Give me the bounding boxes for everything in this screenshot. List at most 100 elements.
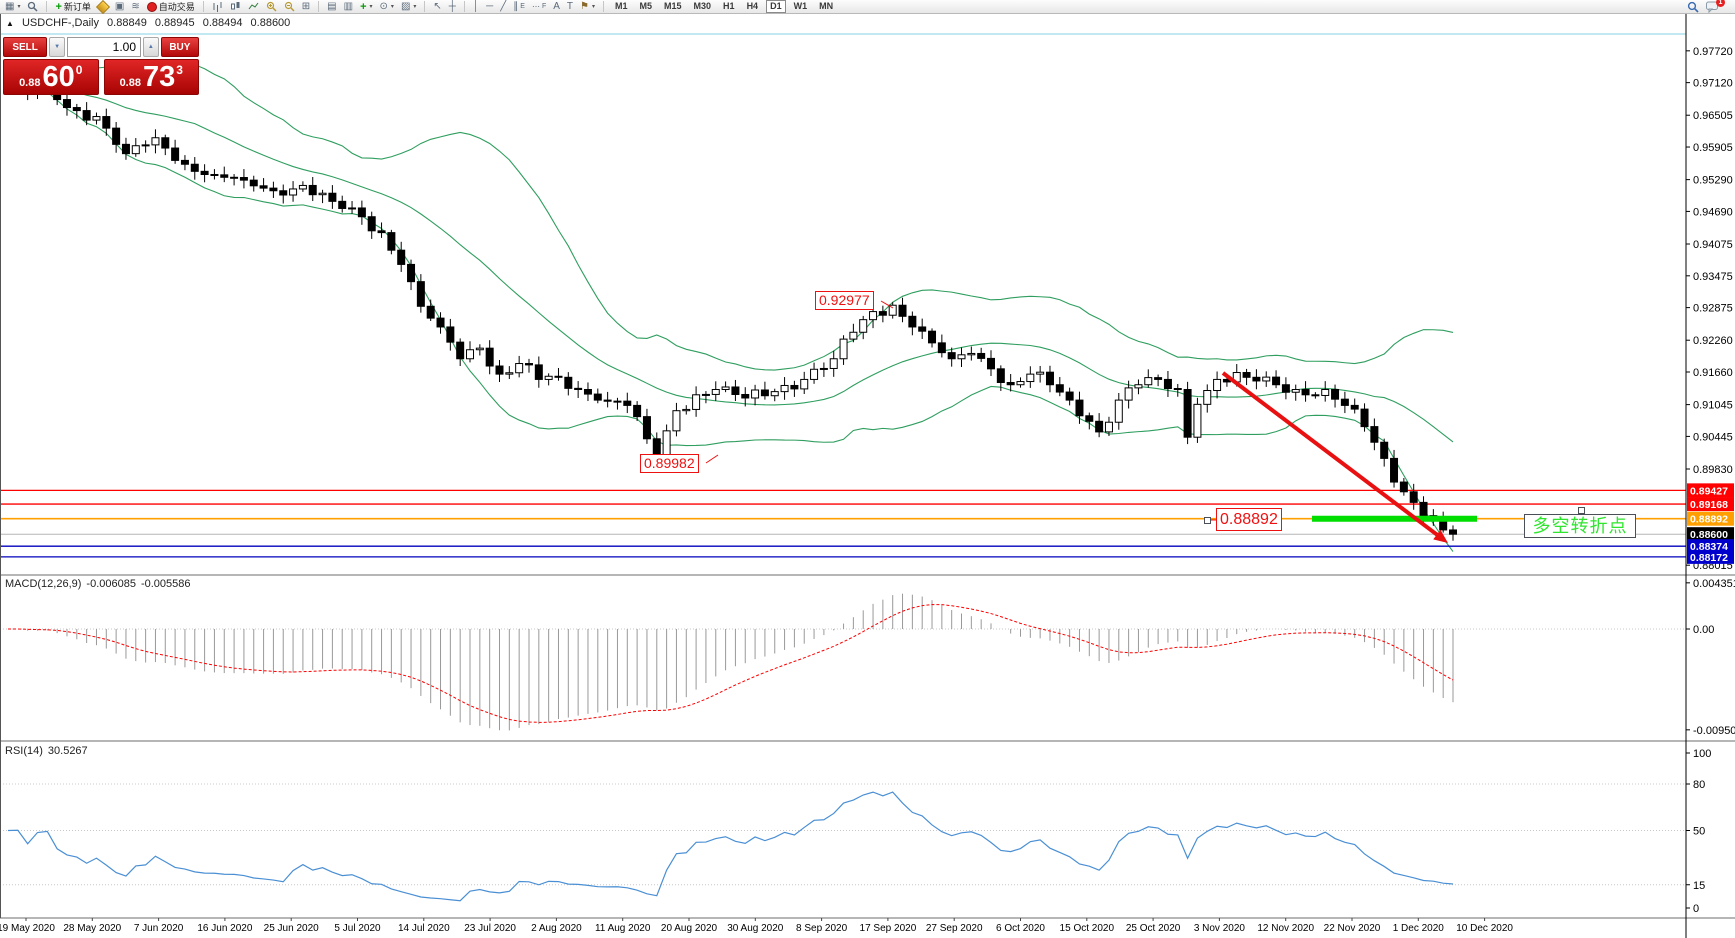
one-click-trading-panel: SELL ▼ ▲ BUY 0.88 60 0 0.88 73 3 bbox=[3, 37, 199, 95]
volume-decrease-button[interactable]: ▼ bbox=[49, 37, 66, 57]
market-icon[interactable] bbox=[95, 0, 110, 14]
svg-text:23 Jul 2020: 23 Jul 2020 bbox=[464, 923, 516, 934]
date-axis[interactable]: 19 May 2020 28 May 2020 7 Jun 2020 16 Jun 2… bbox=[0, 918, 1513, 934]
buy-price-prefix: 0.88 bbox=[119, 77, 141, 89]
collapse-arrow-icon[interactable]: ▲ bbox=[6, 19, 14, 28]
svg-text:0.88172: 0.88172 bbox=[1690, 552, 1728, 564]
price-axis[interactable]: 0.97720 0.97120 0.96505 0.95905 0.95290 0.946… bbox=[1686, 46, 1733, 572]
main-toolbar: ▦ ▾ + 新订单 ▣ ≋ 自动交易 ⊞ ▤ ▥ + ▾ ⊙ ▾ ▨ ▾ ↖ ┼ │ ─… bbox=[0, 0, 1735, 14]
buy-price-box[interactable]: 0.88 73 3 bbox=[103, 59, 199, 95]
svg-text:5 Jul 2020: 5 Jul 2020 bbox=[334, 923, 381, 934]
timeframe-button-h4[interactable]: H4 bbox=[746, 1, 759, 11]
symbol-period-label: USDCHF-,Daily bbox=[21, 17, 99, 29]
support-price-annotation[interactable]: 0.88892 bbox=[1216, 508, 1282, 531]
svg-text:80: 80 bbox=[1693, 779, 1705, 791]
plus-icon: + bbox=[55, 0, 62, 13]
open-value: 0.88849 bbox=[107, 17, 147, 29]
trend-arrow-line[interactable] bbox=[1221, 371, 1443, 540]
text-label-tool-icon[interactable]: T bbox=[566, 0, 573, 12]
volume-increase-button[interactable]: ▲ bbox=[143, 37, 159, 57]
low-price-annotation[interactable]: 0.89982 bbox=[640, 454, 699, 473]
svg-text:0.89830: 0.89830 bbox=[1693, 464, 1733, 476]
zoom-in-icon[interactable] bbox=[265, 1, 278, 13]
cursor-icon[interactable]: ↖ bbox=[433, 0, 442, 12]
period-clock-icon[interactable]: ⊙ ▾ bbox=[379, 0, 394, 12]
codebase-icon[interactable]: ▣ bbox=[114, 0, 125, 12]
timeframe-button-m1[interactable]: M1 bbox=[614, 1, 628, 11]
fibonacci-tool-icon[interactable]: ⋯ F bbox=[531, 1, 547, 11]
horizontal-line-tool-icon[interactable]: ─ bbox=[486, 0, 494, 12]
autotrade-button[interactable]: 自动交易 bbox=[146, 1, 196, 13]
timeframe-button-m30[interactable]: M30 bbox=[693, 1, 712, 11]
svg-text:0.97720: 0.97720 bbox=[1693, 46, 1733, 58]
timeframe-button-m15[interactable]: M15 bbox=[664, 1, 682, 11]
chat-icon[interactable]: 1 bbox=[1705, 0, 1731, 13]
add-indicator-button[interactable]: + ▾ bbox=[360, 0, 373, 13]
timeframe-button-w1[interactable]: W1 bbox=[793, 1, 808, 11]
label-anchor-handle[interactable] bbox=[1204, 517, 1211, 524]
svg-text:-0.009504: -0.009504 bbox=[1693, 725, 1735, 737]
volume-input[interactable] bbox=[67, 37, 142, 57]
toolbar-separator bbox=[424, 1, 426, 12]
svg-text:20 Aug 2020: 20 Aug 2020 bbox=[661, 923, 718, 934]
search-icon[interactable] bbox=[1686, 1, 1700, 13]
svg-text:0.97120: 0.97120 bbox=[1693, 78, 1733, 90]
turning-point-note[interactable]: 多空转折点 bbox=[1524, 514, 1636, 538]
peak-price-annotation[interactable]: 0.92977 bbox=[815, 291, 874, 310]
cascade-windows-icon[interactable]: ▥ bbox=[343, 0, 354, 12]
timeframe-button-mn[interactable]: MN bbox=[819, 1, 834, 11]
svg-text:0.91045: 0.91045 bbox=[1693, 400, 1733, 412]
zoom-out-icon[interactable] bbox=[283, 1, 296, 13]
svg-text:2 Aug 2020: 2 Aug 2020 bbox=[531, 923, 582, 934]
timeframe-button-group: M1 M5 M15 M30 H1 H4 D1 W1 MN bbox=[611, 0, 837, 13]
macd-indicator-label: MACD(12,26,9) -0.006085 -0.005586 bbox=[5, 578, 191, 590]
chart-ohlc-header: ▲ USDCHF-,Daily 0.88849 0.88945 0.88494 … bbox=[6, 17, 295, 29]
signals-icon[interactable]: ≋ bbox=[131, 0, 140, 12]
new-order-button[interactable]: + 新订单 bbox=[55, 0, 91, 13]
profiles-icon[interactable] bbox=[26, 1, 39, 13]
svg-text:3 Nov 2020: 3 Nov 2020 bbox=[1194, 923, 1246, 934]
svg-text:0.94690: 0.94690 bbox=[1693, 206, 1733, 218]
chat-unread-badge: 1 bbox=[1716, 0, 1725, 7]
timeframe-button-d1[interactable]: D1 bbox=[766, 0, 786, 13]
sell-price-prefix: 0.88 bbox=[19, 77, 41, 89]
line-chart-icon[interactable] bbox=[247, 1, 260, 13]
arrange-windows-icon[interactable]: ▤ bbox=[327, 0, 337, 12]
svg-text:14 Jul 2020: 14 Jul 2020 bbox=[398, 923, 450, 934]
timeframe-button-m5[interactable]: M5 bbox=[639, 1, 653, 11]
tile-windows-icon[interactable]: ⊞ bbox=[301, 0, 311, 12]
svg-text:11 Aug 2020: 11 Aug 2020 bbox=[595, 923, 651, 934]
svg-text:7 Jun 2020: 7 Jun 2020 bbox=[134, 923, 184, 934]
svg-text:0.88892: 0.88892 bbox=[1690, 514, 1728, 526]
candles bbox=[4, 72, 1458, 541]
trendline-tool-icon[interactable]: ╱ bbox=[500, 0, 507, 12]
svg-text:0.90445: 0.90445 bbox=[1693, 431, 1733, 443]
bollinger-bands bbox=[7, 60, 1454, 552]
sell-price-pip: 0 bbox=[75, 63, 83, 77]
buy-button[interactable]: BUY bbox=[160, 37, 199, 57]
toolbar-separator bbox=[46, 1, 48, 12]
bar-chart-icon[interactable] bbox=[211, 1, 224, 13]
sell-price-box[interactable]: 0.88 60 0 bbox=[3, 59, 99, 95]
channel-tool-icon[interactable]: ∥ E bbox=[513, 0, 525, 12]
timeframe-button-h1[interactable]: H1 bbox=[723, 1, 735, 11]
svg-text:30 Aug 2020: 30 Aug 2020 bbox=[727, 923, 784, 934]
candlestick-chart-icon[interactable] bbox=[229, 1, 242, 13]
new-chart-icon[interactable]: ▦ ▾ bbox=[5, 0, 21, 12]
note-selection-handle[interactable] bbox=[1578, 507, 1585, 514]
vertical-line-tool-icon[interactable]: │ bbox=[472, 0, 480, 12]
svg-text:8 Sep 2020: 8 Sep 2020 bbox=[796, 923, 848, 934]
crosshair-icon[interactable]: ┼ bbox=[448, 0, 456, 12]
sell-button[interactable]: SELL bbox=[3, 37, 48, 57]
svg-text:22 Nov 2020: 22 Nov 2020 bbox=[1324, 923, 1381, 934]
text-tool-icon[interactable]: A bbox=[553, 0, 560, 12]
template-icon[interactable]: ▨ ▾ bbox=[400, 0, 417, 12]
svg-text:0.91660: 0.91660 bbox=[1693, 367, 1733, 379]
toolbar-separator bbox=[318, 1, 320, 12]
arrows-tool-icon[interactable]: ⚑ ▾ bbox=[580, 0, 595, 12]
svg-text:28 May 2020: 28 May 2020 bbox=[63, 923, 121, 934]
svg-text:25 Oct 2020: 25 Oct 2020 bbox=[1126, 923, 1181, 934]
svg-text:0.89427: 0.89427 bbox=[1690, 485, 1728, 497]
svg-text:0.88600: 0.88600 bbox=[1690, 529, 1728, 541]
